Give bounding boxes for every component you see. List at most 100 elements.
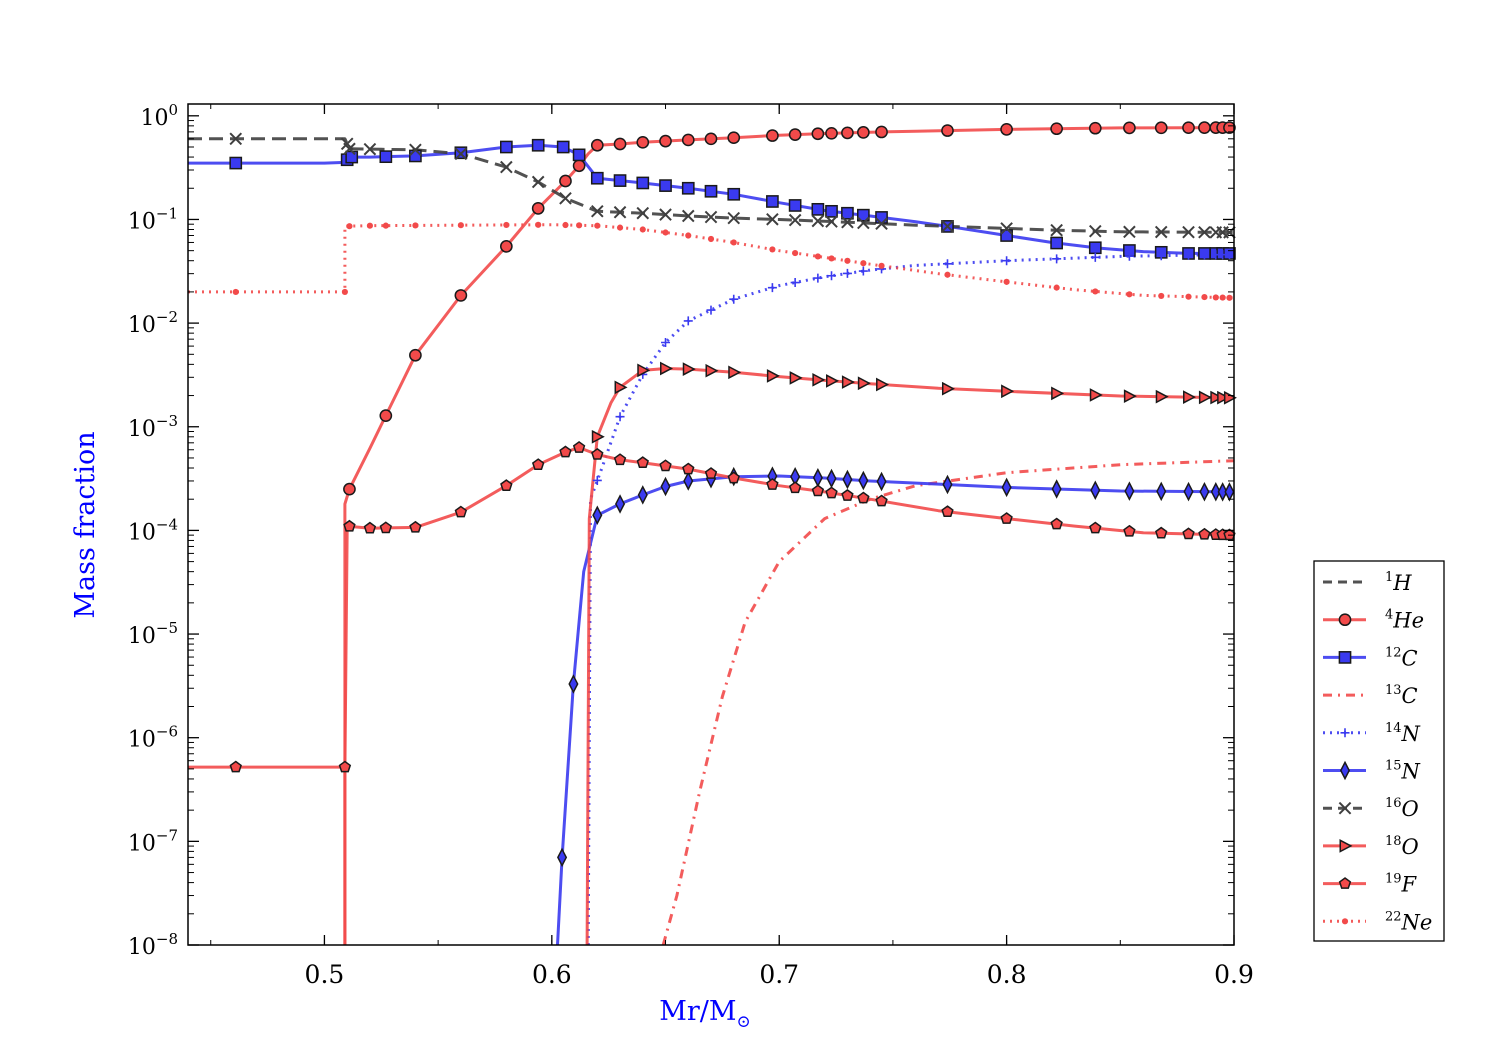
marker-22-ne-31 — [1185, 293, 1192, 300]
marker-22-ne-17 — [730, 239, 737, 246]
marker-18-o-16 — [1051, 386, 1065, 401]
legend-label-18-o: 18O — [1385, 834, 1419, 859]
marker-4-he-0 — [343, 482, 356, 496]
marker-15-n-23 — [1199, 481, 1210, 502]
x-tick-label-1: 0.6 — [532, 960, 572, 989]
marker-16-o-0 — [229, 132, 243, 146]
marker-22-ne-30 — [1158, 292, 1165, 299]
marker-16-o-8 — [559, 191, 572, 205]
y-tick-label-2: 10−2 — [128, 308, 178, 338]
y-tick-label-5: 10−5 — [128, 619, 178, 649]
marker-16-o-3 — [363, 142, 377, 156]
legend-marker-19-f — [1338, 877, 1352, 889]
marker-16-o-22 — [875, 217, 888, 231]
legend-element-symbol: H — [1392, 571, 1412, 595]
legend-mass-number: 4 — [1385, 608, 1393, 623]
marker-14-n-9 — [813, 273, 823, 283]
marker-4-he-7 — [572, 159, 586, 173]
marker-19-f-0 — [229, 760, 242, 773]
marker-4-he-6 — [559, 174, 572, 188]
marker-4-he-11 — [659, 134, 672, 148]
marker-12-c-8 — [556, 140, 570, 154]
marker-12-c-12 — [636, 176, 650, 190]
legend-label-16-o: 16O — [1385, 796, 1419, 821]
legend-marker-18-o — [1339, 839, 1353, 853]
marker-16-o-19 — [825, 215, 838, 228]
marker-16-o-23 — [941, 219, 954, 233]
marker-18-o-22 — [1210, 390, 1224, 405]
x-tick-label-4: 0.9 — [1214, 960, 1254, 989]
marker-22-ne-25 — [944, 271, 951, 278]
marker-15-n-24 — [1210, 482, 1221, 502]
legend-label-15-n: 15N — [1385, 759, 1421, 784]
marker-12-c-3 — [379, 150, 393, 164]
marker-19-f-21 — [825, 486, 838, 499]
marker-14-n-16 — [1052, 254, 1062, 264]
marker-4-he-17 — [811, 127, 825, 141]
y-tick-base: 10 — [128, 831, 156, 856]
marker-14-n-24 — [1224, 249, 1234, 259]
marker-4-he-15 — [766, 129, 779, 142]
legend-label-4-he: 4He — [1385, 608, 1424, 633]
marker-15-n-20 — [1124, 481, 1135, 501]
y-tick-base: 10 — [128, 935, 156, 960]
marker-15-n-5 — [660, 476, 671, 497]
legend-mass-number: 12 — [1385, 645, 1402, 660]
y-tick-base: 10 — [128, 313, 156, 338]
marker-19-f-13 — [636, 456, 649, 468]
marker-12-c-23 — [875, 211, 888, 224]
marker-15-n-19 — [1090, 480, 1101, 500]
marker-18-o-3 — [660, 361, 674, 376]
legend-mass-number: 15 — [1385, 759, 1402, 774]
marker-12-c-10 — [590, 171, 604, 185]
marker-12-c-2 — [345, 150, 359, 164]
marker-14-n-15 — [1002, 256, 1012, 266]
marker-4-he-12 — [681, 133, 695, 147]
marker-4-he-32 — [1223, 121, 1236, 134]
marker-14-n-14 — [942, 259, 952, 269]
marker-18-o-12 — [857, 376, 871, 391]
marker-12-c-9 — [572, 148, 586, 162]
legend-marker-15-n — [1339, 760, 1351, 781]
marker-22-ne-4 — [382, 222, 389, 229]
y-tick-label-4: 10−4 — [128, 515, 178, 545]
marker-19-f-17 — [727, 471, 740, 484]
marker-19-f-20 — [811, 484, 825, 497]
marker-18-o-9 — [812, 372, 826, 387]
marker-19-f-27 — [1050, 517, 1063, 530]
marker-19-f-18 — [766, 478, 779, 490]
tick-layer: 0.5 0.6 0.7 0.8 0.910010−110−210−310−410−510… — [128, 101, 1254, 989]
marker-18-o-14 — [941, 381, 955, 396]
marker-16-o-26 — [1088, 224, 1102, 238]
marker-12-c-19 — [811, 202, 825, 216]
marker-22-ne-8 — [535, 221, 542, 228]
marker-22-ne-26 — [1003, 278, 1010, 285]
legend-label-12-c: 12C — [1385, 645, 1418, 670]
marker-4-he-21 — [875, 125, 888, 139]
marker-16-o-21 — [857, 216, 870, 230]
marker-19-f-11 — [591, 447, 604, 460]
marker-18-o-13 — [876, 377, 890, 392]
y-tick-label-8: 10−8 — [128, 930, 178, 960]
marker-19-f-8 — [531, 458, 545, 471]
marker-16-o-29 — [1182, 225, 1195, 239]
marker-14-n-4 — [683, 316, 693, 326]
marker-16-o-14 — [704, 210, 718, 224]
marker-19-f-28 — [1089, 521, 1102, 534]
marker-4-he-23 — [1000, 123, 1013, 136]
marker-18-o-18 — [1123, 389, 1137, 403]
marker-12-c-18 — [788, 199, 802, 212]
marker-22-ne-0 — [232, 288, 239, 295]
marker-16-o-33 — [1223, 226, 1236, 239]
legend-marker-22-ne — [1341, 918, 1349, 925]
marker-16-o-18 — [811, 214, 825, 228]
marker-18-o-2 — [637, 363, 651, 378]
marker-19-f-30 — [1155, 526, 1168, 539]
marker-14-n-8 — [790, 278, 800, 288]
marker-22-ne-13 — [639, 226, 646, 233]
marker-22-ne-22 — [844, 257, 851, 264]
y-tick-base: 10 — [128, 728, 156, 753]
